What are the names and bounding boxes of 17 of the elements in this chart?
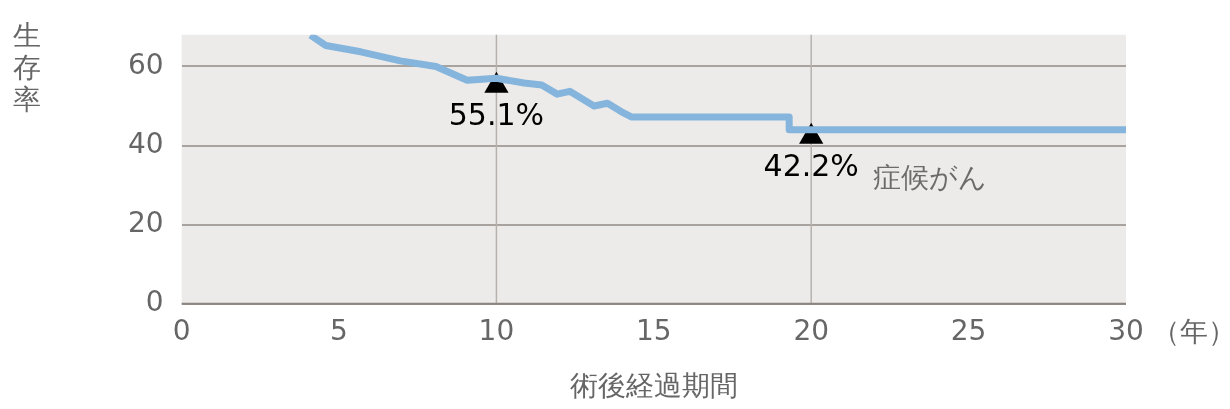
x-tick-label: 20 <box>793 313 830 347</box>
data-label: 42.2% <box>763 147 859 183</box>
x-tick-label: 15 <box>635 313 672 347</box>
y-tick-label: 60 <box>127 47 164 81</box>
y-tick-label: 40 <box>127 126 164 160</box>
text: （年） <box>1152 315 1230 349</box>
data-label: 55.1% <box>448 96 545 132</box>
x-tick-label: 25 <box>950 313 987 347</box>
x-tick-label: 5 <box>330 313 348 347</box>
y-tick-label: 20 <box>127 205 164 239</box>
x-tick-label: 30 <box>1108 313 1144 347</box>
y-tick-label: 0 <box>145 285 164 319</box>
series-label: 症候がん <box>872 161 987 195</box>
x-axis-title: 術後経過期間 <box>569 369 738 403</box>
x-tick-label: 0 <box>172 313 191 347</box>
x-tick-label: 10 <box>478 313 515 347</box>
y-axis-title: 生存率 <box>12 19 42 116</box>
